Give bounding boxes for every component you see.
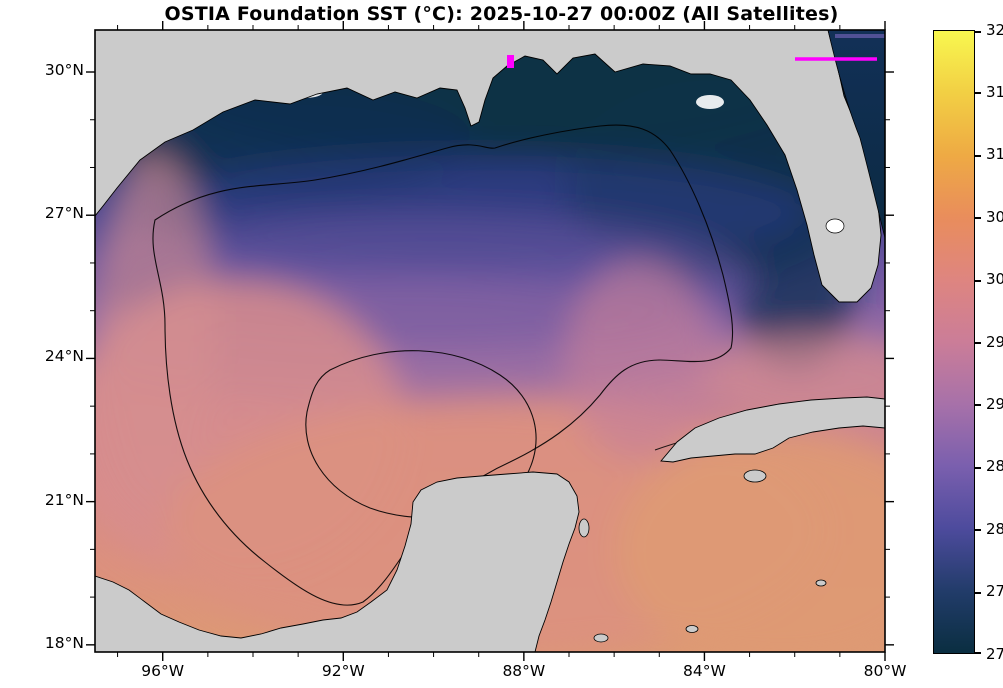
land-us-and-florida bbox=[95, 30, 882, 303]
colorbar-tick-label: 31.5 bbox=[986, 82, 1003, 101]
contour-shelf-edge bbox=[152, 124, 734, 606]
colorbar bbox=[933, 30, 975, 654]
colorbar-tick bbox=[975, 279, 981, 282]
axis-ticks bbox=[86, 21, 894, 661]
lat-tick-label: 30°N bbox=[44, 61, 84, 79]
lat-tick-label: 18°N bbox=[44, 633, 84, 652]
colorbar-tick-label: 30.5 bbox=[986, 207, 1003, 226]
colorbar-tick-label: 29.5 bbox=[986, 332, 1003, 351]
colorbar-tick-label: 29 bbox=[986, 394, 1003, 413]
lat-tick-label: 24°N bbox=[44, 347, 84, 366]
colorbar-tick bbox=[975, 404, 981, 407]
lake-okeechobee bbox=[825, 218, 845, 234]
colorbar-tick bbox=[975, 652, 981, 654]
colorbar-tick-label: 27 bbox=[986, 644, 1003, 663]
island-cozumel bbox=[578, 518, 590, 538]
land-cuba bbox=[660, 396, 885, 463]
colorbar-tick bbox=[975, 31, 981, 33]
colorbar-tick-label: 32 bbox=[986, 20, 1003, 39]
colorbar-tick-label: 28.5 bbox=[986, 457, 1003, 476]
lon-tick-label: 88°W bbox=[502, 662, 546, 680]
lon-tick-label: 96°W bbox=[141, 662, 185, 680]
colorbar-tick bbox=[975, 217, 981, 220]
loop-current-blob bbox=[565, 260, 715, 460]
land-mexico-yucatan bbox=[95, 471, 580, 652]
atlantic-masked-region bbox=[827, 30, 885, 239]
colorbar-tick-label: 28 bbox=[986, 519, 1003, 538]
warm-caribbean-blob bbox=[615, 430, 885, 652]
colorbar-tick bbox=[975, 591, 981, 594]
figure-title: OSTIA Foundation SST (°C): 2025-10-27 00… bbox=[164, 3, 839, 25]
magenta-marker bbox=[507, 55, 514, 68]
lon-tick-label: 84°W bbox=[683, 662, 726, 680]
lon-tick-label: 92°W bbox=[321, 662, 365, 680]
island-isla-juventud bbox=[743, 469, 767, 483]
colorbar-tick bbox=[975, 342, 981, 344]
colorbar-tick bbox=[975, 154, 981, 157]
colorbar-tick-label: 30 bbox=[986, 270, 1003, 289]
colorbar-tick bbox=[975, 92, 981, 95]
colorbar-tick bbox=[975, 529, 981, 532]
colorbar-tick-label: 31 bbox=[986, 145, 1003, 164]
sst-field bbox=[95, 30, 885, 652]
warm-mexico-coast-blob bbox=[95, 150, 215, 510]
small-island bbox=[685, 625, 699, 633]
colorbar-tick-label: 27.5 bbox=[986, 582, 1003, 601]
map-border bbox=[94, 29, 886, 653]
map-figure bbox=[86, 21, 894, 661]
small-island bbox=[593, 633, 609, 643]
map-svg bbox=[86, 21, 894, 661]
lat-tick-label: 27°N bbox=[44, 204, 84, 223]
colorbar-tick bbox=[975, 466, 981, 469]
small-island bbox=[815, 579, 827, 587]
lon-tick-label: 80°W bbox=[863, 662, 907, 680]
lat-tick-label: 21°N bbox=[44, 490, 84, 509]
masked-coastal-patch bbox=[696, 95, 724, 109]
